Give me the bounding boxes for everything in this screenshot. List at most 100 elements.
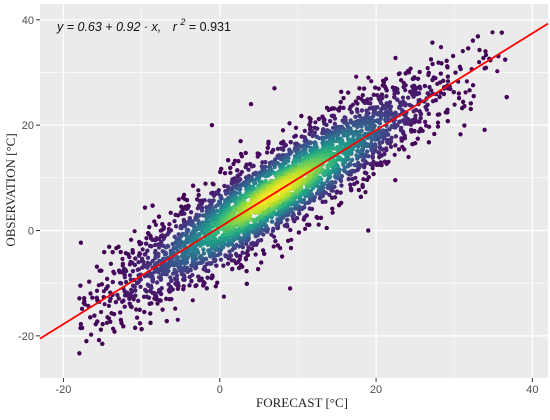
data-point (149, 244, 153, 248)
data-point (144, 242, 148, 246)
data-point (99, 269, 103, 273)
data-point (143, 206, 147, 210)
data-point (412, 109, 416, 113)
data-point (114, 300, 118, 304)
data-point (185, 198, 189, 202)
data-point (424, 124, 428, 128)
data-point (360, 108, 364, 112)
data-point (359, 195, 363, 199)
data-point (119, 318, 123, 322)
data-point (350, 110, 354, 114)
data-point (133, 263, 137, 267)
data-point (305, 223, 309, 227)
data-point (445, 65, 449, 69)
data-point (146, 256, 150, 260)
data-point (361, 177, 365, 181)
data-point (471, 83, 475, 87)
data-point (436, 125, 440, 129)
data-point (246, 168, 250, 172)
data-point (128, 302, 132, 306)
data-point (394, 134, 398, 138)
data-point (212, 194, 216, 198)
data-point (378, 145, 382, 149)
data-point (472, 94, 476, 98)
data-point (147, 225, 151, 229)
data-point (100, 342, 104, 346)
data-point (372, 172, 376, 176)
data-point (191, 298, 195, 302)
data-point (133, 288, 137, 292)
data-point (356, 134, 360, 138)
data-point (468, 88, 472, 92)
data-point (285, 218, 289, 222)
data-point (386, 138, 390, 142)
data-point (176, 318, 180, 322)
data-point (431, 62, 435, 66)
data-point (203, 198, 207, 202)
data-point (385, 88, 389, 92)
data-point (366, 76, 370, 80)
data-point (426, 73, 430, 77)
data-point (270, 150, 274, 154)
data-point (164, 251, 168, 255)
data-point (266, 142, 270, 146)
data-point (153, 243, 157, 247)
data-point (439, 72, 443, 76)
data-point (339, 100, 343, 104)
data-point (133, 326, 137, 330)
data-point (245, 269, 249, 273)
data-point (333, 116, 337, 120)
data-point (79, 322, 83, 326)
data-point (251, 187, 255, 191)
data-point (367, 175, 371, 179)
data-point (240, 154, 244, 158)
data-point (173, 268, 177, 272)
data-point (165, 319, 169, 323)
data-point (379, 160, 383, 164)
data-point (99, 328, 103, 332)
data-point (116, 245, 120, 249)
data-point (256, 155, 260, 159)
data-point (107, 304, 111, 308)
data-point (427, 140, 431, 144)
data-point (89, 333, 93, 337)
data-point (95, 289, 99, 293)
data-point (317, 117, 321, 121)
data-point (187, 283, 191, 287)
data-point (271, 227, 275, 231)
data-point (283, 224, 287, 228)
data-point (365, 149, 369, 153)
data-point (343, 144, 347, 148)
data-point (143, 288, 147, 292)
data-point (416, 137, 420, 141)
data-point (269, 233, 273, 237)
data-point (174, 261, 178, 265)
data-point (131, 269, 135, 273)
data-point (289, 140, 293, 144)
data-point (244, 151, 248, 155)
data-point (235, 168, 239, 172)
data-point (302, 198, 306, 202)
data-point (121, 264, 125, 268)
data-point (469, 101, 473, 105)
data-point (214, 264, 218, 268)
data-point (471, 39, 475, 43)
data-point (418, 109, 422, 113)
data-point (423, 120, 427, 124)
data-point (77, 296, 81, 300)
data-point (453, 71, 457, 75)
data-point (111, 280, 115, 284)
data-point (412, 95, 416, 99)
data-point (223, 171, 227, 175)
data-point (308, 207, 312, 211)
data-point (459, 67, 463, 71)
data-point (133, 294, 137, 298)
data-point (125, 291, 129, 295)
data-point (303, 148, 307, 152)
data-point (439, 45, 443, 49)
data-point (92, 314, 96, 318)
data-point (359, 124, 363, 128)
data-point (80, 307, 84, 311)
data-point (347, 177, 351, 181)
data-point (142, 310, 146, 314)
